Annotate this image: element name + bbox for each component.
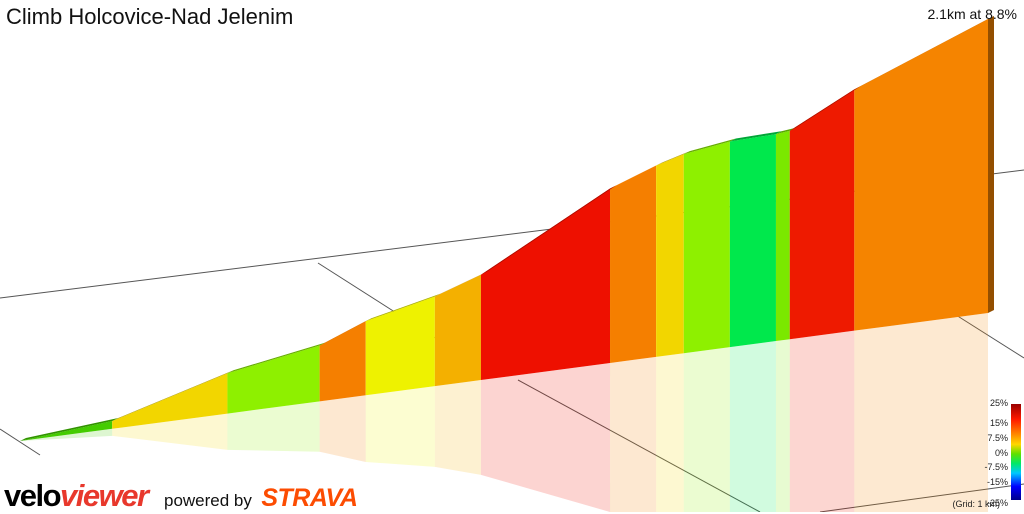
legend-tick: 0% xyxy=(994,448,1008,458)
segment-top-edge xyxy=(775,127,796,135)
profile-top-edge xyxy=(20,15,994,441)
segment-reflection xyxy=(854,313,988,512)
segment-reflection xyxy=(775,339,790,512)
powered-by-label: powered by xyxy=(164,491,252,510)
gradient-color-scale xyxy=(1011,404,1021,500)
legend-tick: -7.5% xyxy=(984,462,1008,472)
segment-top-edge xyxy=(854,15,994,90)
gradient-legend: 25% 15% 7.5% 0% -7.5% -15% -25% (Grid: 1… xyxy=(914,398,1024,512)
legend-tick: 7.5% xyxy=(987,433,1008,443)
gradient-segment xyxy=(775,130,790,342)
gradient-segment xyxy=(480,188,611,381)
gradient-segment xyxy=(610,165,657,363)
legend-tick: 25% xyxy=(989,398,1008,408)
legend-tick: -15% xyxy=(986,477,1008,487)
segment-top-edge xyxy=(365,293,441,322)
veloviewer-logo-viewer: viewer xyxy=(60,478,149,513)
segment-reflection xyxy=(227,401,320,452)
gradient-segment xyxy=(854,18,988,331)
page-title: Climb Holcovice-Nad Jelenim xyxy=(6,4,294,29)
segment-reflection xyxy=(434,380,481,475)
segment-top-edge xyxy=(789,86,861,131)
gradient-segment xyxy=(319,321,366,402)
segment-reflection xyxy=(656,353,684,512)
gradient-segment xyxy=(112,373,228,429)
segment-top-edge xyxy=(729,131,782,142)
climb-summary: 2.1km at 8.8% xyxy=(927,6,1018,22)
segment-top-edge xyxy=(480,185,617,275)
segment-top-edge xyxy=(227,342,326,374)
grid-line xyxy=(819,483,1024,512)
grid-line xyxy=(0,428,41,456)
legend-tick: 15% xyxy=(989,418,1008,428)
segment-top-edge xyxy=(319,318,372,346)
segment-reflection xyxy=(112,413,228,450)
legend-tick: -25% xyxy=(986,498,1008,508)
segment-reflection xyxy=(365,386,435,467)
segment-top-edge xyxy=(20,418,119,441)
grid-line xyxy=(517,379,761,512)
segment-reflection xyxy=(480,362,611,512)
gradient-reflections xyxy=(20,313,988,512)
segment-reflection xyxy=(610,356,657,512)
gradient-segment xyxy=(729,134,776,348)
grid-note: (Grid: 1 km) xyxy=(952,499,1000,509)
segment-reflection xyxy=(683,347,730,512)
segment-top-edge xyxy=(683,138,736,155)
segment-reflection xyxy=(789,330,855,512)
grid-line xyxy=(955,314,1024,359)
segment-top-edge xyxy=(656,151,690,166)
gradient-segment xyxy=(227,345,320,414)
profile-end-cap xyxy=(988,15,994,313)
segment-reflection xyxy=(729,341,776,512)
gradient-segments xyxy=(20,18,988,441)
veloviewer-logo-velo: velo xyxy=(4,478,62,513)
gradient-segment xyxy=(434,274,481,387)
segment-reflection xyxy=(319,395,366,462)
segment-top-edge xyxy=(434,271,487,297)
brand-footer: veloviewer powered by STRAVA xyxy=(4,478,358,513)
gradient-segment xyxy=(365,296,435,396)
gradient-segment xyxy=(683,141,730,354)
gradient-segment xyxy=(789,89,855,340)
strava-logo: STRAVA xyxy=(261,484,358,512)
segment-top-edge xyxy=(112,370,234,422)
segment-top-edge xyxy=(610,162,663,189)
gradient-segment xyxy=(656,154,684,357)
